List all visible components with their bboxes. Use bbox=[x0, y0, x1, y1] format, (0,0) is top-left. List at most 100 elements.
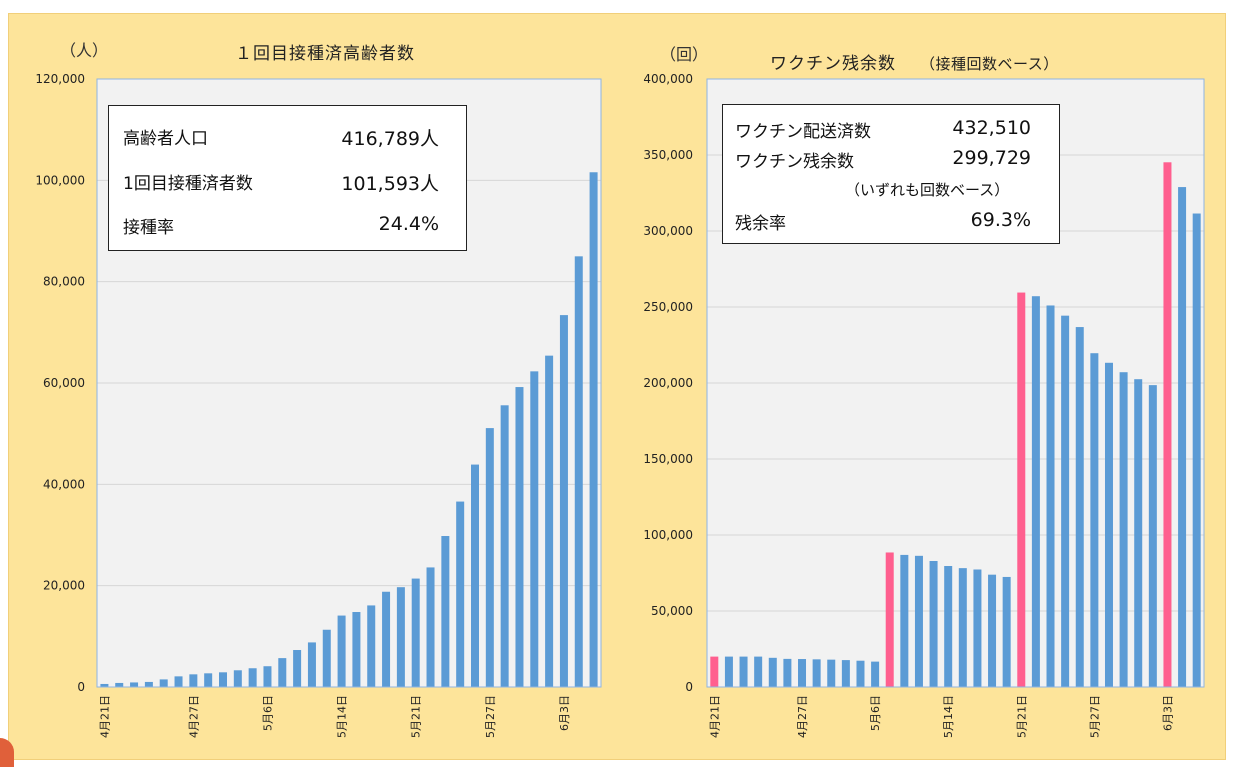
x-tick-label: 5月27日 bbox=[1088, 695, 1101, 738]
y-tick-label: 50,000 bbox=[651, 604, 693, 618]
info-row-population: 高齢者人口 416,789人 bbox=[123, 124, 439, 150]
x-tick-label: 4月27日 bbox=[796, 695, 809, 738]
info-label: 残余率 bbox=[735, 214, 786, 234]
x-tick-label: 5月21日 bbox=[410, 695, 423, 738]
bar bbox=[100, 683, 109, 687]
bar bbox=[783, 658, 792, 687]
bar bbox=[900, 554, 909, 687]
bar bbox=[944, 566, 953, 687]
bar bbox=[871, 661, 880, 687]
info-value: 101,593人 bbox=[341, 173, 439, 195]
x-tick-label: 5月14日 bbox=[336, 695, 349, 738]
x-tick-label: 4月21日 bbox=[708, 695, 721, 738]
bar bbox=[248, 668, 257, 687]
bar bbox=[1178, 187, 1187, 687]
bar bbox=[589, 172, 598, 687]
y-tick-label: 60,000 bbox=[43, 376, 85, 390]
bar bbox=[1148, 385, 1157, 687]
y-tick-label: 20,000 bbox=[43, 579, 85, 593]
info-note: （いずれも回数ベース） bbox=[845, 181, 1010, 199]
bar bbox=[115, 682, 124, 687]
bar bbox=[1163, 162, 1172, 687]
bar bbox=[382, 591, 391, 687]
chart-vaccine-remaining: （回） ワクチン残余数 （接種回数ベース） 0 50,000 100,000 150,0… bbox=[620, 0, 1238, 767]
chart-title-main: ワクチン残余数 bbox=[770, 54, 896, 74]
bar bbox=[574, 256, 583, 687]
bar bbox=[367, 605, 376, 687]
bar bbox=[1119, 372, 1128, 687]
y-tick-label: 100,000 bbox=[643, 528, 693, 542]
bar bbox=[219, 672, 227, 687]
info-value: 69.3% bbox=[970, 209, 1031, 231]
bar bbox=[352, 612, 361, 687]
y-unit-label: （回） bbox=[660, 45, 709, 64]
bar bbox=[1090, 353, 1099, 687]
bar bbox=[914, 555, 923, 687]
bar bbox=[710, 656, 719, 687]
bar bbox=[456, 501, 465, 687]
bar bbox=[929, 560, 938, 687]
x-tick-label: 4月21日 bbox=[98, 695, 111, 738]
bar bbox=[396, 587, 405, 687]
plot-border bbox=[96, 78, 602, 688]
bar bbox=[1002, 576, 1011, 687]
bar bbox=[958, 568, 967, 687]
y-tick-label: 120,000 bbox=[35, 72, 85, 86]
info-label: ワクチン残余数 bbox=[735, 152, 854, 172]
bar bbox=[1061, 315, 1070, 687]
bar bbox=[322, 629, 331, 687]
y-unit-label: （人） bbox=[60, 41, 109, 60]
info-value: 299,729 bbox=[952, 147, 1031, 169]
chart-title: １回目接種済高齢者数 bbox=[235, 44, 415, 64]
bar bbox=[1075, 327, 1084, 687]
bar bbox=[130, 682, 139, 687]
info-value: 24.4% bbox=[378, 213, 439, 235]
bar bbox=[768, 657, 777, 687]
y-tick-label: 40,000 bbox=[43, 477, 85, 491]
bar bbox=[1031, 296, 1040, 687]
bar bbox=[856, 660, 865, 687]
corner-accent bbox=[0, 738, 14, 767]
bar bbox=[754, 656, 763, 687]
chart-subtitle: （接種回数ベース） bbox=[920, 55, 1059, 73]
info-row-delivered: ワクチン配送済数 432,510 bbox=[735, 117, 1031, 142]
bar bbox=[471, 464, 479, 687]
bar bbox=[426, 567, 435, 687]
bar bbox=[559, 315, 568, 687]
bar bbox=[1134, 379, 1143, 687]
bar bbox=[530, 371, 539, 687]
chart-elderly-vaccinated: （人） １回目接種済高齢者数 0 20,000 40,000 60,000 80,000… bbox=[35, 41, 602, 738]
info-row-remaining: ワクチン残余数 299,729 bbox=[735, 147, 1031, 172]
bar bbox=[263, 666, 272, 687]
bar-chart-svg: 0 20,000 40,000 60,000 80,000 100,000 120,000 4… bbox=[35, 72, 602, 738]
info-row-rate: 接種率 24.4% bbox=[123, 213, 439, 238]
x-tick-label: 6月3日 bbox=[558, 695, 571, 731]
bar bbox=[988, 574, 997, 687]
x-tick-label: 5月6日 bbox=[869, 695, 882, 731]
y-tick-label: 250,000 bbox=[643, 300, 693, 314]
bar bbox=[515, 387, 524, 687]
info-row-rate: 残余率 69.3% bbox=[735, 209, 1031, 234]
bar bbox=[441, 536, 450, 687]
info-label: 高齢者人口 bbox=[123, 129, 208, 149]
bar bbox=[144, 681, 153, 687]
x-tick-label: 4月27日 bbox=[187, 695, 200, 738]
bar bbox=[174, 676, 183, 687]
info-box: ワクチン配送済数 432,510 ワクチン残余数 299,729 （いずれも回数… bbox=[722, 104, 1060, 244]
bar bbox=[1104, 362, 1113, 687]
y-tick-label: 150,000 bbox=[643, 452, 693, 466]
bar bbox=[293, 650, 302, 687]
bar bbox=[827, 659, 836, 687]
y-tick-label: 80,000 bbox=[43, 275, 85, 289]
bar bbox=[337, 615, 346, 687]
info-label: 接種率 bbox=[123, 218, 174, 238]
y-tick-label: 200,000 bbox=[643, 376, 693, 390]
info-label: ワクチン配送済数 bbox=[735, 122, 871, 142]
info-row-vaccinated: 1回目接種済者数 101,593人 bbox=[123, 169, 439, 195]
y-tick-label: 100,000 bbox=[35, 173, 85, 187]
bar bbox=[233, 670, 242, 687]
y-tick-label: 0 bbox=[685, 680, 693, 694]
bar bbox=[1192, 213, 1201, 687]
bar bbox=[159, 679, 168, 687]
x-tick-label: 5月14日 bbox=[942, 695, 955, 738]
